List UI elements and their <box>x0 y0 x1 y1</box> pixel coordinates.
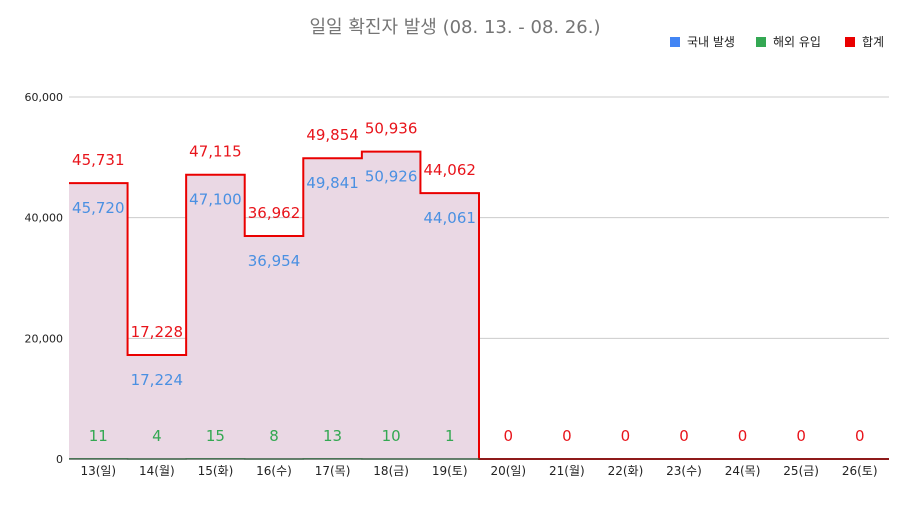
legend: 국내 발생 해외 유입 합계 <box>670 35 884 49</box>
overseas-data-label: 8 <box>269 427 279 445</box>
overseas-data-label: 15 <box>206 427 225 445</box>
total-data-label: 0 <box>796 427 806 445</box>
y-tick-label: 0 <box>56 453 63 466</box>
overseas-data-label: 4 <box>152 427 162 445</box>
overseas-data-label: 11 <box>89 427 108 445</box>
legend-swatch <box>756 37 766 47</box>
total-data-label: 36,962 <box>248 204 301 222</box>
y-tick-label: 40,000 <box>25 212 64 225</box>
legend-label: 국내 발생 <box>687 35 735 49</box>
total-data-label: 0 <box>504 427 514 445</box>
x-tick-label: 23(수) <box>666 464 702 478</box>
total-data-label: 47,115 <box>189 143 242 161</box>
x-tick-label: 24(목) <box>725 464 761 478</box>
domestic-data-label: 49,841 <box>306 174 359 192</box>
y-tick-label: 20,000 <box>25 332 64 345</box>
legend-label: 해외 유입 <box>773 35 821 49</box>
y-tick-label: 60,000 <box>25 91 64 104</box>
total-data-label: 0 <box>679 427 689 445</box>
domestic-data-label: 50,926 <box>365 168 418 186</box>
x-tick-label: 13(일) <box>80 464 116 478</box>
total-data-label: 0 <box>855 427 865 445</box>
overseas-data-label: 1 <box>445 427 455 445</box>
legend-swatch <box>845 37 855 47</box>
domestic-data-label: 45,720 <box>72 199 125 217</box>
total-data-label: 50,936 <box>365 120 418 138</box>
legend-label: 합계 <box>862 35 884 49</box>
x-tick-label: 26(토) <box>842 464 878 478</box>
x-tick-label: 22(화) <box>608 464 644 478</box>
x-tick-label: 25(금) <box>783 464 819 478</box>
total-data-label: 0 <box>738 427 748 445</box>
total-data-label: 49,854 <box>306 126 359 144</box>
x-tick-label: 21(월) <box>549 464 585 478</box>
chart-title: 일일 확진자 발생 (08. 13. - 08. 26.) <box>309 17 600 38</box>
x-tick-label: 17(목) <box>315 464 351 478</box>
domestic-data-label: 17,224 <box>131 371 184 389</box>
overseas-data-label: 13 <box>323 427 342 445</box>
x-tick-label: 18(금) <box>373 464 409 478</box>
x-tick-label: 14(월) <box>139 464 175 478</box>
x-tick-label: 16(수) <box>256 464 292 478</box>
legend-swatch <box>670 37 680 47</box>
total-data-label: 17,228 <box>131 323 184 341</box>
domestic-data-label: 44,061 <box>423 209 476 227</box>
overseas-data-label: 10 <box>382 427 401 445</box>
total-data-label: 0 <box>621 427 631 445</box>
x-axis: 13(일) 14(월) 15(화) 16(수) 17(목) 18(금) 19(토) 20(일)… <box>69 459 889 478</box>
domestic-data-label: 47,100 <box>189 191 242 209</box>
total-data-label: 0 <box>562 427 572 445</box>
total-data-label: 45,731 <box>72 151 125 169</box>
x-tick-label: 20(일) <box>490 464 526 478</box>
total-data-label: 44,062 <box>423 161 476 179</box>
y-axis: 0 20,000 40,000 60,000 <box>25 91 64 466</box>
x-tick-label: 15(화) <box>198 464 234 478</box>
domestic-data-label: 36,954 <box>248 252 301 270</box>
x-tick-label: 19(토) <box>432 464 468 478</box>
